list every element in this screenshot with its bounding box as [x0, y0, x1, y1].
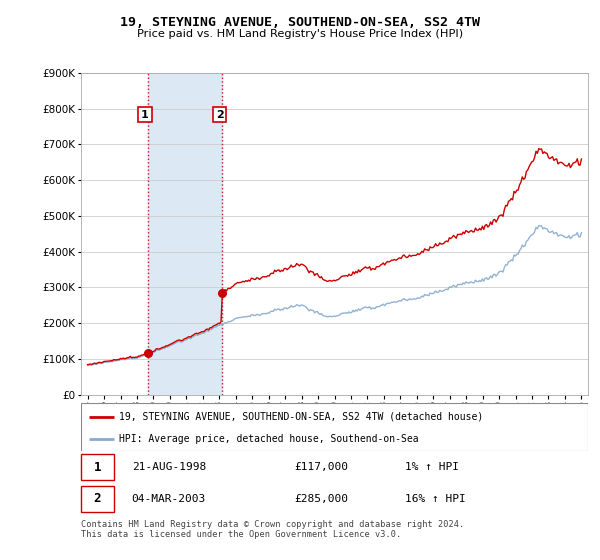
Text: 19, STEYNING AVENUE, SOUTHEND-ON-SEA, SS2 4TW: 19, STEYNING AVENUE, SOUTHEND-ON-SEA, SS… [120, 16, 480, 29]
FancyBboxPatch shape [81, 454, 114, 480]
Text: £285,000: £285,000 [294, 494, 348, 504]
Text: 1: 1 [141, 110, 149, 120]
Text: 21-AUG-1998: 21-AUG-1998 [132, 462, 206, 472]
Text: Price paid vs. HM Land Registry's House Price Index (HPI): Price paid vs. HM Land Registry's House … [137, 29, 463, 39]
Text: 04-MAR-2003: 04-MAR-2003 [132, 494, 206, 504]
Text: HPI: Average price, detached house, Southend-on-Sea: HPI: Average price, detached house, Sout… [119, 434, 419, 444]
Text: Contains HM Land Registry data © Crown copyright and database right 2024.
This d: Contains HM Land Registry data © Crown c… [81, 520, 464, 539]
Text: 2: 2 [94, 492, 101, 505]
Text: 1% ↑ HPI: 1% ↑ HPI [406, 462, 460, 472]
Text: 1: 1 [94, 461, 101, 474]
Bar [148, 73, 222, 395]
Text: 19, STEYNING AVENUE, SOUTHEND-ON-SEA, SS2 4TW (detached house): 19, STEYNING AVENUE, SOUTHEND-ON-SEA, SS… [119, 412, 483, 422]
FancyBboxPatch shape [81, 486, 114, 512]
Text: 2: 2 [216, 110, 223, 120]
Text: £117,000: £117,000 [294, 462, 348, 472]
Text: 16% ↑ HPI: 16% ↑ HPI [406, 494, 466, 504]
